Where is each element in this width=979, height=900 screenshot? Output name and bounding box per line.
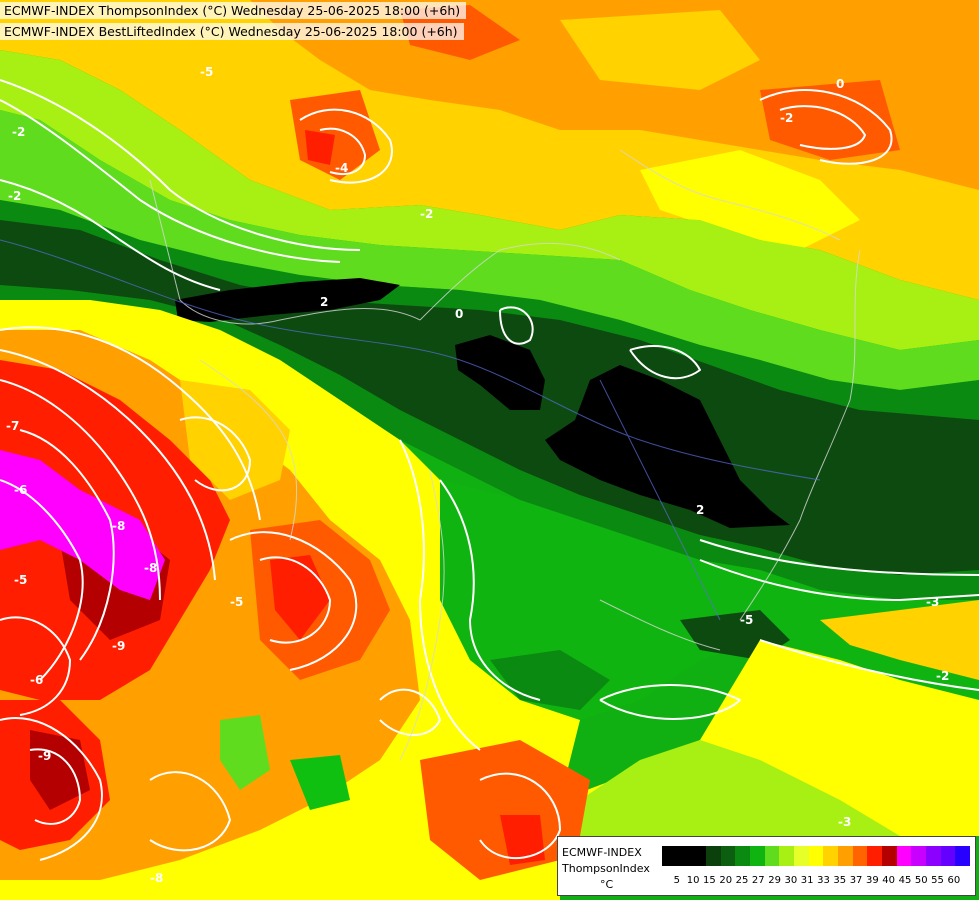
contour-label: -4 <box>335 161 348 175</box>
legend-tick-label: 33 <box>817 875 830 886</box>
legend-swatch <box>691 846 707 866</box>
legend-swatch <box>852 846 868 866</box>
contour-label: -9 <box>38 749 51 763</box>
legend-tick-label: 45 <box>898 875 912 886</box>
west-magenta-cell <box>0 450 165 600</box>
legend-tick-label: 10 <box>686 875 700 886</box>
legend-swatch <box>706 846 722 866</box>
legend-swatch <box>838 846 854 866</box>
map-title-thompson: ECMWF-INDEX ThompsonIndex (°C) Wednesday… <box>0 2 467 19</box>
legend-unit: °C <box>600 878 614 891</box>
contour-label: -6 <box>14 483 27 497</box>
contour-label: 0 <box>836 77 844 91</box>
black-patch-east <box>545 365 790 528</box>
contour-label: -3 <box>838 815 851 829</box>
contour-label: -2 <box>936 669 949 683</box>
legend-tick-label: 31 <box>800 875 814 886</box>
legend-swatch <box>896 846 912 866</box>
legend-tick-label: 55 <box>931 875 944 886</box>
contour-label: -9 <box>112 639 125 653</box>
legend-swatch <box>750 846 766 866</box>
legend-tick-label: 50 <box>914 875 928 886</box>
legend-tick-label: 37 <box>849 875 863 886</box>
contour-label: -6 <box>30 673 43 687</box>
contour-label: 2 <box>696 503 704 517</box>
legend-tick-label: 20 <box>719 875 733 886</box>
south-red-cell <box>500 815 545 865</box>
legend-swatch <box>662 846 678 866</box>
legend-tick-label: 30 <box>784 875 798 886</box>
river-lines <box>0 239 821 621</box>
north-red-cell <box>305 130 335 165</box>
contour-label-group: -2 -2 2 0 -4 -5 -2 -7 -6 -8 -9 -9 -5 -8 … <box>6 65 949 885</box>
legend-swatch <box>940 846 956 866</box>
legend-tick-label: 27 <box>751 875 765 886</box>
legend-swatch <box>808 846 824 866</box>
map-title-lifted-index: ECMWF-INDEX BestLiftedIndex (°C) Wednesd… <box>0 23 464 40</box>
contour-label: -2 <box>420 207 433 221</box>
legend-swatch <box>676 846 692 866</box>
legend-subtitle: ThompsonIndex <box>562 862 650 875</box>
contour-label: -5 <box>740 613 753 627</box>
contour-label: -2 <box>780 111 793 125</box>
legend-swatch <box>779 846 795 866</box>
legend-tick-label: 29 <box>768 875 781 886</box>
contour-label: -5 <box>230 595 243 609</box>
legend-swatch <box>764 846 780 866</box>
north-lime-band <box>0 50 979 350</box>
legend-swatch <box>867 846 883 866</box>
color-legend: ECMWF-INDEX ThompsonIndex °C 5 10 15 20 25 27… <box>557 836 976 896</box>
lifted-index-contours <box>0 79 979 861</box>
contour-label: 2 <box>320 295 328 309</box>
contour-label: -8 <box>150 871 163 885</box>
contour-label: -2 <box>12 125 25 139</box>
south-green-cell <box>490 650 610 710</box>
legend-tick-label: 39 <box>865 875 879 886</box>
north-light-green-band <box>0 110 979 390</box>
south-orange-cell <box>420 740 590 880</box>
contour-label: -5 <box>200 65 213 79</box>
border-lines <box>149 149 861 761</box>
contour-label: -7 <box>6 419 19 433</box>
legend-swatch <box>794 846 810 866</box>
south-green-patch-2 <box>290 755 350 810</box>
contour-label: -8 <box>112 519 125 533</box>
contour-label: -5 <box>14 573 27 587</box>
north-gold-patch <box>560 10 760 90</box>
legend-tick-label: 15 <box>703 875 716 886</box>
legend-swatch <box>926 846 942 866</box>
legend-swatch <box>911 846 927 866</box>
legend-tick-label: 60 <box>947 875 961 886</box>
black-patch-west <box>175 278 400 322</box>
contour-label: -3 <box>926 595 939 609</box>
legend-swatch <box>735 846 751 866</box>
legend-swatch <box>823 846 839 866</box>
legend-swatch <box>955 846 971 866</box>
legend-tick-label: 5 <box>673 875 680 886</box>
legend-tick-label: 40 <box>882 875 896 886</box>
legend-title: ECMWF-INDEX <box>562 846 642 859</box>
legend-tick-label: 35 <box>833 875 847 886</box>
south-green-patch <box>220 715 270 790</box>
west-gold-patch <box>180 380 290 500</box>
black-patch-center <box>455 335 545 410</box>
contour-label: -2 <box>8 189 21 203</box>
south-east-gold-strip <box>820 600 979 680</box>
north-east-red-orange <box>760 80 900 160</box>
legend-tick-label: 25 <box>735 875 749 886</box>
legend-swatch <box>882 846 898 866</box>
south-east-lime <box>560 740 900 836</box>
contour-label: 0 <box>455 307 463 321</box>
legend-swatch <box>720 846 736 866</box>
contour-label: -8 <box>144 561 157 575</box>
